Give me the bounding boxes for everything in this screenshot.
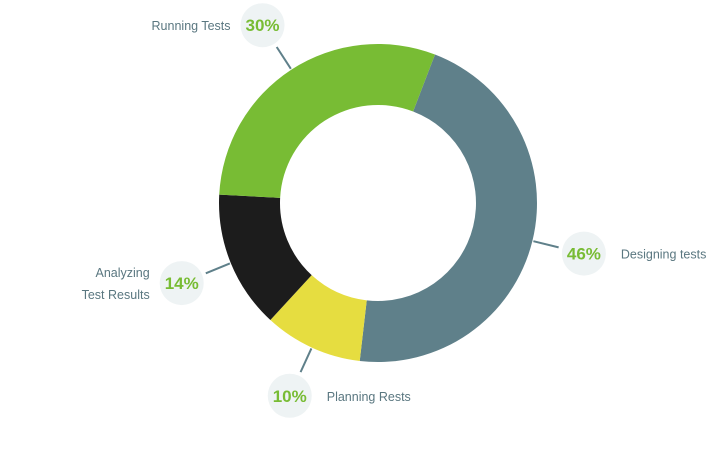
category-label-running-tests: Running Tests — [152, 19, 231, 33]
percent-badge-analyzing-test-results — [159, 261, 204, 306]
category-label-analyzing-test-results-line-1: Analyzing — [96, 266, 150, 280]
category-label-planning-rests: Planning Rests — [327, 390, 411, 404]
category-label-designing-tests: Designing tests — [621, 248, 706, 262]
slice-running-tests — [219, 44, 435, 198]
leader-line-planning-rests — [299, 348, 313, 373]
percent-badge-planning-rests — [267, 373, 312, 418]
percent-label-designing-tests: 46% — [567, 245, 601, 264]
percent-badge-running-tests — [240, 3, 285, 48]
leader-line-analyzing-test-results — [205, 262, 231, 275]
leader-line-running-tests — [275, 46, 292, 70]
leader-line-designing-tests — [533, 240, 559, 249]
percent-badge-designing-tests — [561, 231, 606, 276]
slice-designing-tests — [359, 54, 537, 362]
slice-planning-rests — [270, 275, 367, 361]
percent-label-planning-rests: 10% — [273, 387, 307, 406]
percent-label-analyzing-test-results: 14% — [165, 274, 199, 293]
category-label-analyzing-test-results-line-2: Test Results — [82, 288, 150, 302]
slice-analyzing-test-results — [219, 194, 312, 321]
percent-label-running-tests: 30% — [246, 16, 280, 35]
